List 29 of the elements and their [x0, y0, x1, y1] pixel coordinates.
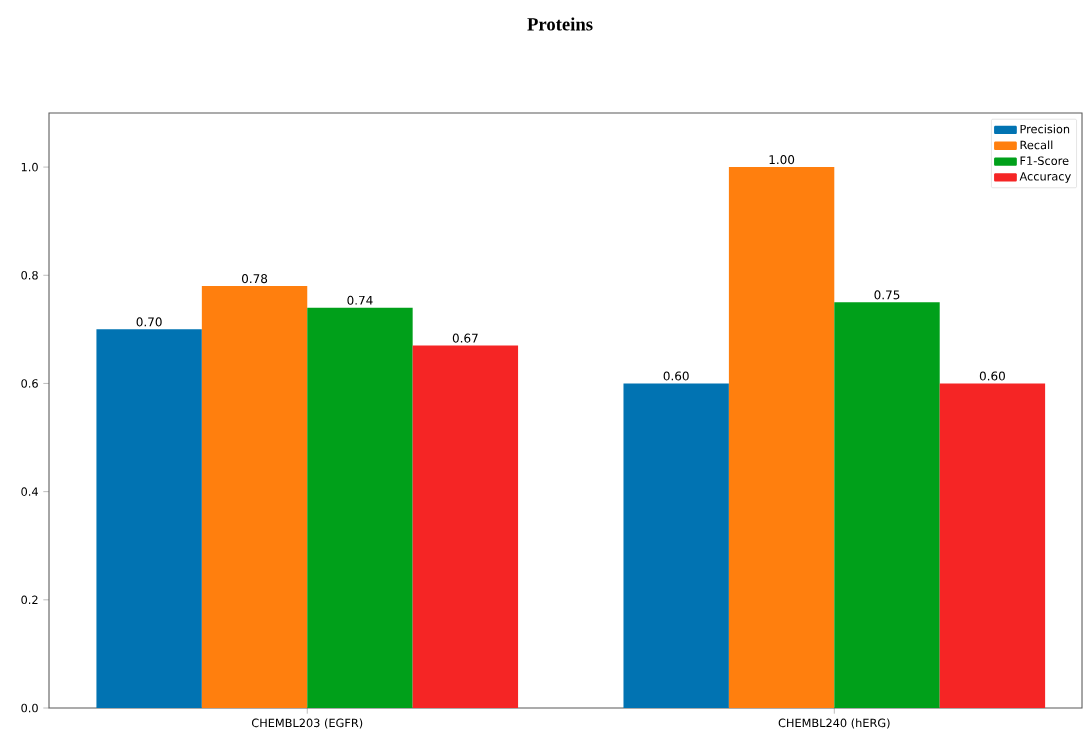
bar [834, 302, 940, 708]
bar [728, 167, 835, 708]
legend-label: Recall [1020, 140, 1053, 150]
data-label: 1.00 [769, 155, 795, 165]
y-tick-label: 0.4 [21, 487, 38, 496]
data-label: 0.74 [347, 295, 373, 305]
y-tick-label: 1.0 [21, 162, 38, 172]
y-tick-label: 0.8 [21, 270, 38, 280]
data-label: 0.60 [663, 371, 689, 381]
bar [412, 345, 519, 708]
bar [96, 329, 202, 708]
x-tick-label: CHEMBL203 (EGFR) [251, 718, 363, 729]
bar [307, 307, 413, 708]
bar [939, 383, 1046, 708]
data-label: 0.78 [241, 274, 268, 284]
x-tick-label: CHEMBL240 (hERG) [778, 718, 890, 729]
data-label: 0.75 [874, 290, 900, 300]
y-tick-label: 0.0 [21, 703, 38, 713]
data-label: 0.70 [136, 317, 162, 327]
bar [201, 286, 308, 708]
chart-title: Proteins [527, 17, 593, 31]
legend-label: Precision [1020, 124, 1070, 134]
y-tick-label: 0.6 [21, 379, 38, 388]
legend-label: F1-Score [1020, 156, 1069, 166]
data-label: 0.67 [452, 333, 478, 343]
y-tick-label: 0.2 [21, 595, 38, 605]
legend-label: Accuracy [1019, 172, 1071, 183]
bar [623, 383, 729, 708]
data-label: 0.60 [979, 371, 1005, 381]
